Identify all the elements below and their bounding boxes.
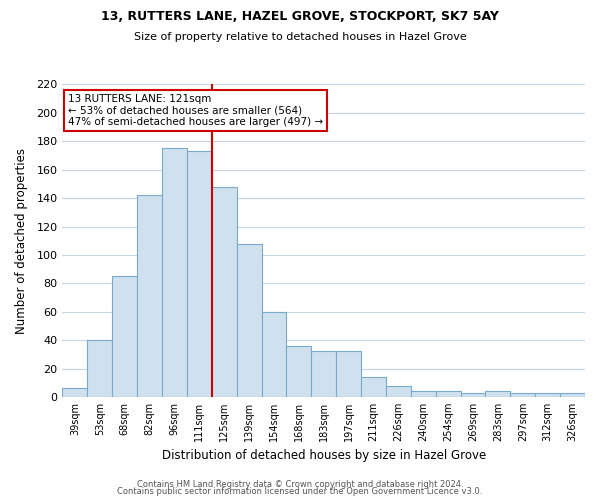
Text: 13, RUTTERS LANE, HAZEL GROVE, STOCKPORT, SK7 5AY: 13, RUTTERS LANE, HAZEL GROVE, STOCKPORT…: [101, 10, 499, 23]
Bar: [286, 346, 311, 397]
Text: Size of property relative to detached houses in Hazel Grove: Size of property relative to detached ho…: [134, 32, 466, 42]
Bar: [485, 391, 511, 397]
Text: Contains public sector information licensed under the Open Government Licence v3: Contains public sector information licen…: [118, 487, 482, 496]
Bar: [336, 352, 361, 397]
Bar: [461, 392, 485, 397]
Bar: [262, 312, 286, 397]
Bar: [511, 392, 535, 397]
Bar: [386, 386, 411, 397]
Bar: [411, 391, 436, 397]
Bar: [112, 276, 137, 397]
Text: Contains HM Land Registry data © Crown copyright and database right 2024.: Contains HM Land Registry data © Crown c…: [137, 480, 463, 489]
Bar: [212, 186, 236, 397]
Bar: [162, 148, 187, 397]
Bar: [236, 244, 262, 397]
Bar: [436, 391, 461, 397]
Bar: [187, 151, 212, 397]
Y-axis label: Number of detached properties: Number of detached properties: [15, 148, 28, 334]
Bar: [62, 388, 88, 397]
Bar: [311, 352, 336, 397]
Bar: [137, 196, 162, 397]
Bar: [535, 392, 560, 397]
Bar: [560, 392, 585, 397]
Text: 13 RUTTERS LANE: 121sqm
← 53% of detached houses are smaller (564)
47% of semi-d: 13 RUTTERS LANE: 121sqm ← 53% of detache…: [68, 94, 323, 127]
X-axis label: Distribution of detached houses by size in Hazel Grove: Distribution of detached houses by size …: [161, 450, 486, 462]
Bar: [361, 377, 386, 397]
Bar: [88, 340, 112, 397]
